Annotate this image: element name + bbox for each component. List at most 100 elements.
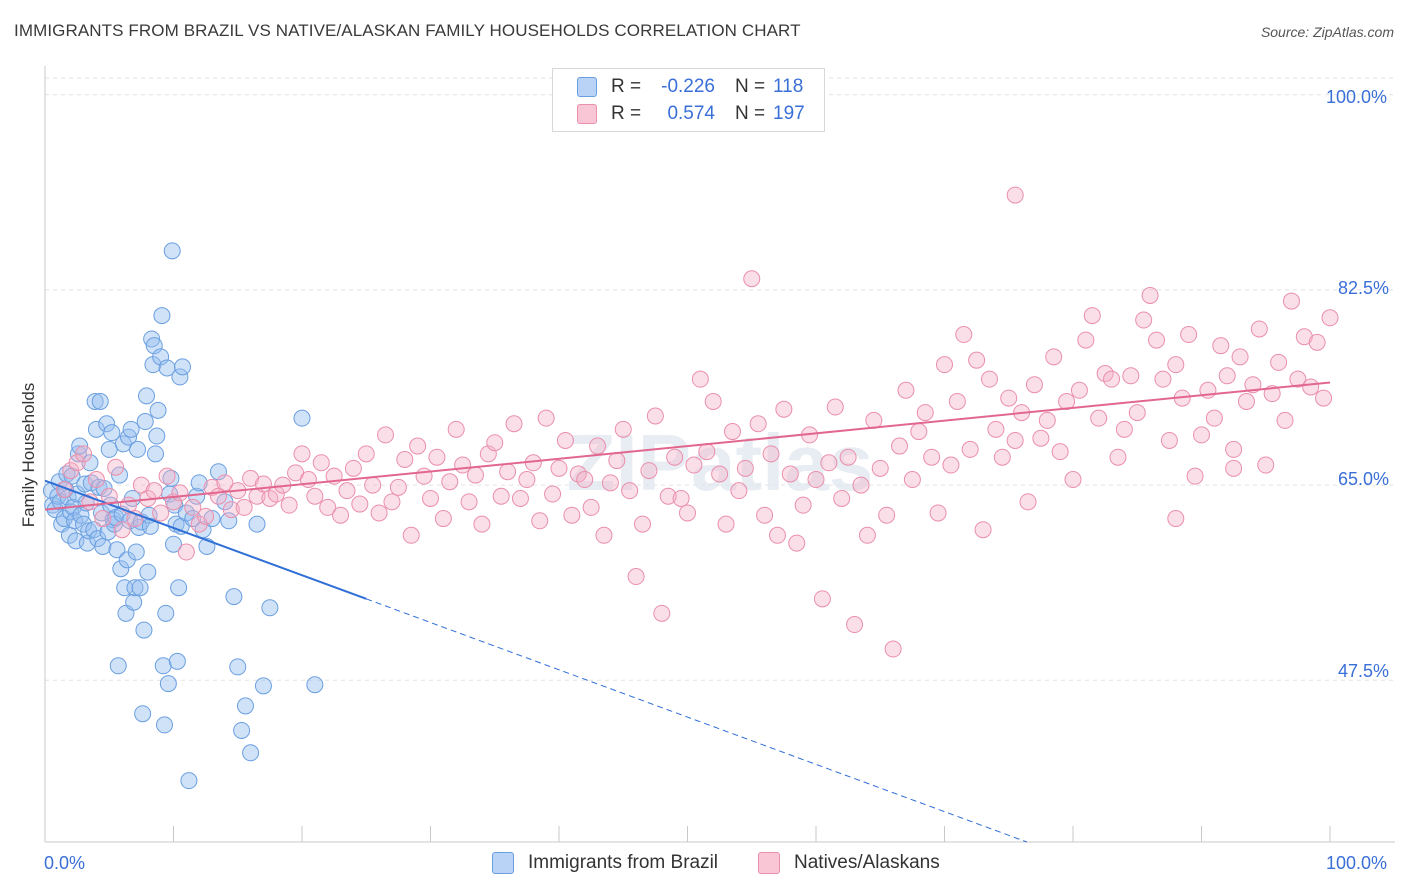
- data-point: [1257, 456, 1275, 474]
- data-point: [306, 487, 324, 505]
- data-point: [1302, 378, 1320, 396]
- data-point: [122, 420, 140, 438]
- data-point: [389, 478, 407, 496]
- data-point: [736, 459, 754, 477]
- data-point: [152, 504, 170, 522]
- data-point: [233, 721, 251, 739]
- data-point: [704, 392, 722, 410]
- data-point: [685, 456, 703, 474]
- data-point: [1212, 337, 1230, 355]
- legend-n-value: 118: [773, 76, 804, 97]
- data-point: [743, 270, 761, 288]
- data-point: [148, 427, 166, 445]
- data-point: [968, 351, 986, 369]
- data-point: [225, 588, 243, 606]
- trend-line-brazil: [44, 479, 367, 600]
- data-point: [377, 426, 395, 444]
- data-point: [261, 599, 279, 617]
- data-point: [66, 512, 84, 530]
- x-tick-label-0: 0.0%: [44, 853, 86, 873]
- data-point: [1270, 353, 1288, 371]
- data-point: [129, 440, 147, 458]
- legend-label-brazil: Immigrants from Brazil: [528, 852, 719, 873]
- y-tick-label-82-5: 82.5%: [1338, 278, 1390, 298]
- data-point: [254, 475, 272, 493]
- data-point: [1225, 440, 1243, 458]
- data-point: [242, 744, 260, 762]
- data-point: [177, 543, 195, 561]
- data-point: [220, 512, 238, 530]
- data-point: [71, 437, 89, 455]
- data-point: [109, 657, 127, 675]
- data-point: [163, 242, 181, 260]
- series-legend: Immigrants from Brazil Natives/Alaskans: [0, 852, 1406, 876]
- data-point: [63, 467, 81, 485]
- data-point: [486, 434, 504, 452]
- trend-line-natives: [44, 381, 1331, 511]
- data-point: [1141, 286, 1159, 304]
- data-point: [86, 392, 104, 410]
- data-point: [711, 465, 729, 483]
- data-point: [149, 401, 167, 419]
- y-axis-label: Family Households: [19, 382, 38, 528]
- data-point: [1115, 420, 1133, 438]
- data-point: [955, 326, 973, 344]
- data-point: [103, 424, 121, 442]
- data-point: [1025, 376, 1043, 394]
- data-point: [1218, 367, 1236, 385]
- data-point: [131, 579, 149, 597]
- data-point: [846, 616, 864, 634]
- data-point: [111, 466, 129, 484]
- data-point: [608, 452, 626, 470]
- data-point: [980, 370, 998, 388]
- data-point: [589, 437, 607, 455]
- legend-swatch-brazil: [577, 77, 597, 97]
- data-point: [903, 471, 921, 489]
- data-point: [396, 450, 414, 468]
- data-point: [634, 515, 652, 533]
- data-point: [143, 330, 161, 348]
- data-point: [447, 420, 465, 438]
- trend-line-brazil-projection: [366, 598, 1028, 843]
- legend-n-value: 197: [773, 103, 805, 124]
- data-point: [473, 515, 491, 533]
- data-point: [229, 658, 247, 676]
- data-point: [916, 404, 934, 422]
- data-point: [171, 484, 189, 502]
- data-point: [563, 506, 581, 524]
- data-point: [1231, 348, 1249, 366]
- data-point: [383, 493, 401, 511]
- trend-lines: [44, 381, 1331, 843]
- legend-r-value: 0.574: [667, 103, 715, 124]
- data-point: [884, 640, 902, 658]
- data-point: [94, 537, 112, 555]
- data-point: [826, 398, 844, 416]
- data-point: [1109, 448, 1127, 466]
- data-point: [158, 359, 176, 377]
- data-point: [1083, 307, 1101, 325]
- legend-r-value: -0.226: [661, 76, 715, 97]
- data-point: [601, 474, 619, 492]
- data-point: [134, 705, 152, 723]
- data-point: [1263, 385, 1281, 403]
- data-point: [344, 459, 362, 477]
- data-point: [621, 482, 639, 500]
- legend-swatch-natives: [758, 852, 780, 874]
- data-point: [807, 471, 825, 489]
- data-point: [1045, 348, 1063, 366]
- legend-r-label: R =: [611, 76, 642, 97]
- data-point: [332, 506, 350, 524]
- data-point: [1148, 331, 1166, 349]
- data-point: [100, 440, 118, 458]
- data-point: [127, 543, 145, 561]
- data-point: [492, 487, 510, 505]
- legend-swatch-brazil: [492, 852, 514, 874]
- data-point: [1225, 459, 1243, 477]
- data-point: [125, 593, 143, 611]
- data-point: [116, 579, 134, 597]
- data-point: [280, 496, 298, 514]
- data-point: [1308, 333, 1326, 351]
- data-point: [1180, 326, 1198, 344]
- data-point: [154, 657, 172, 675]
